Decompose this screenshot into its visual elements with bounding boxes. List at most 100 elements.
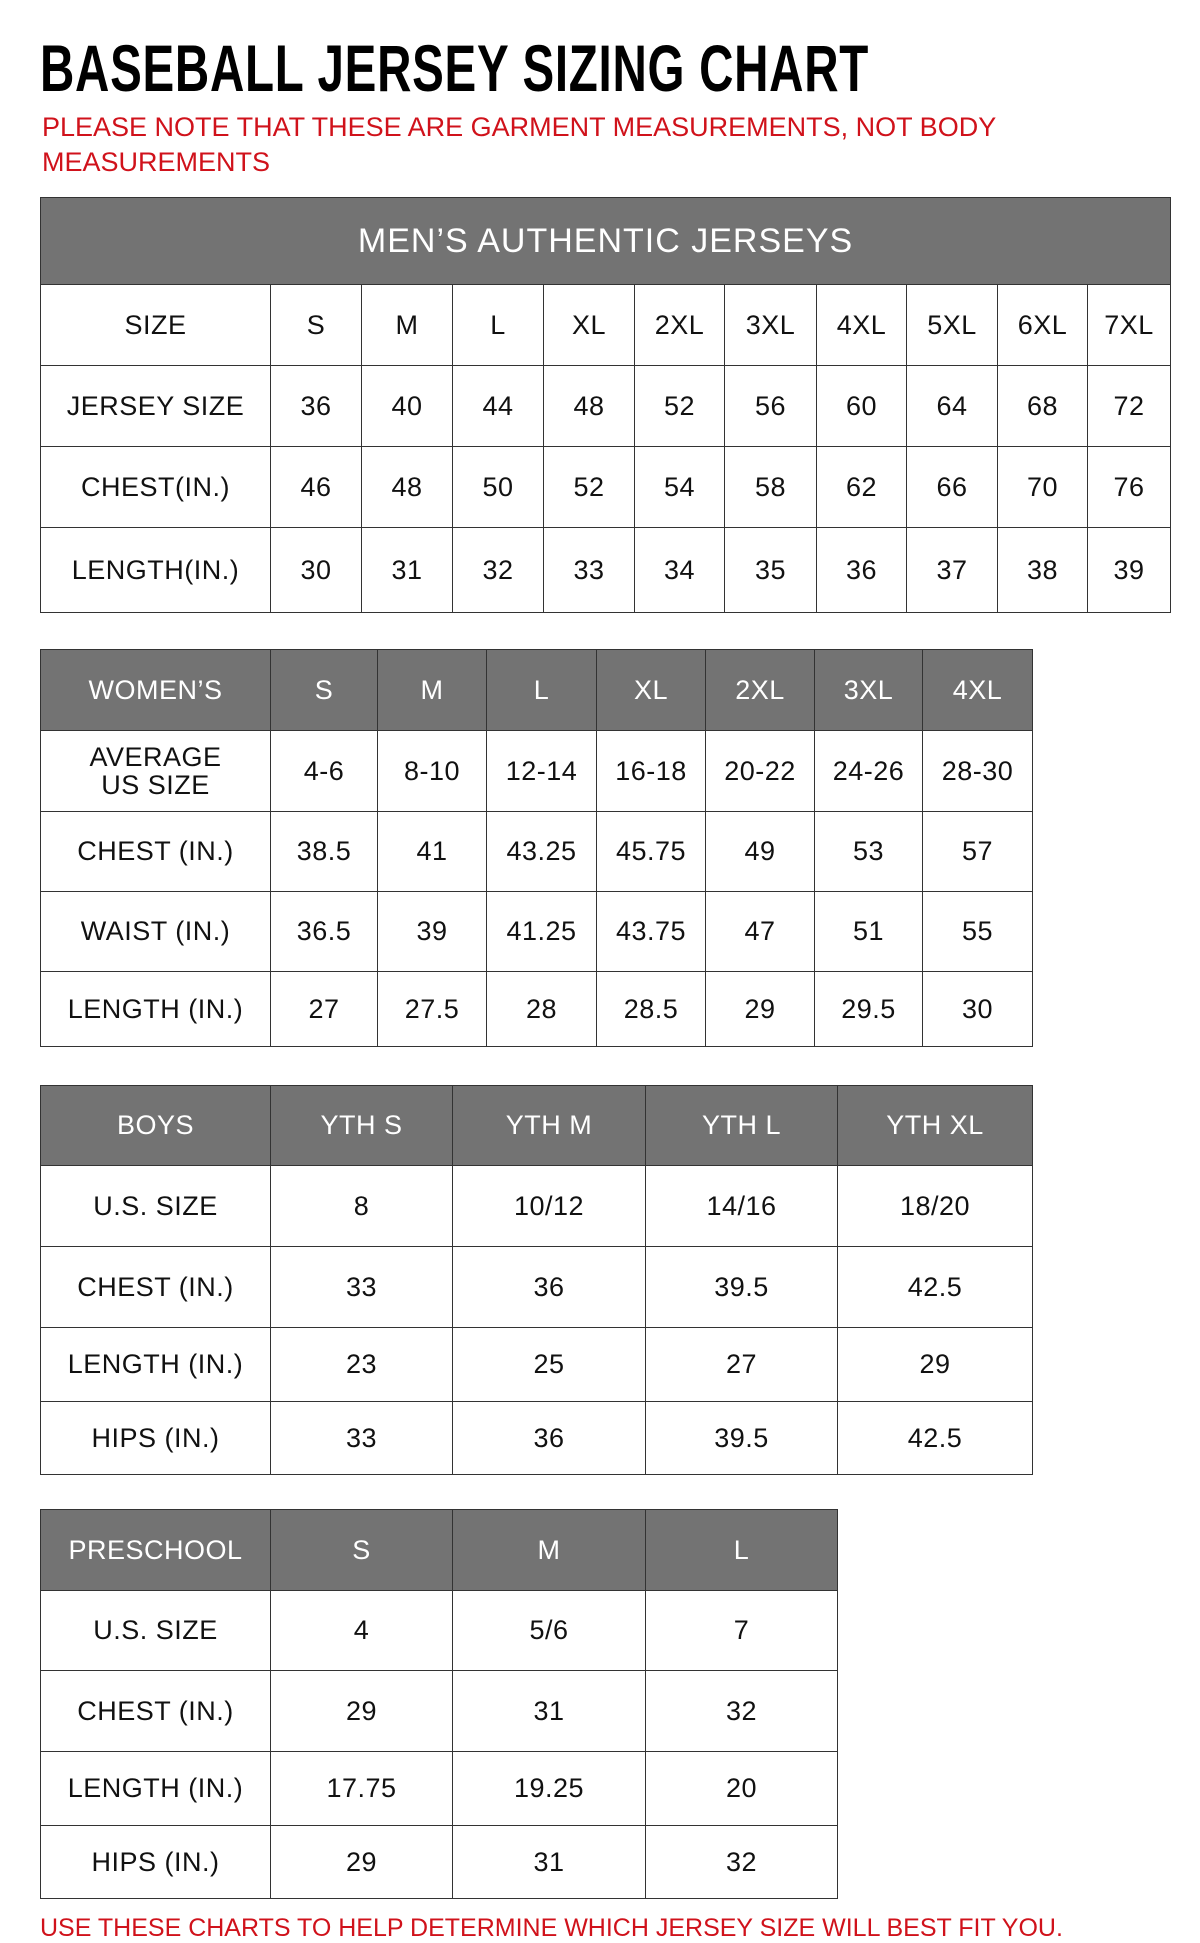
table-row: WAIST (IN.) 36.5 39 41.25 43.75 47 51 55 xyxy=(40,891,1033,972)
measurement-cell: 52 xyxy=(634,365,725,447)
measurement-cell: 33 xyxy=(270,1246,453,1328)
measurement-cell: 39.5 xyxy=(645,1401,838,1475)
measurement-cell: 38 xyxy=(997,527,1088,613)
measurement-cell: 24-26 xyxy=(814,730,923,812)
measurement-cell: 39 xyxy=(377,891,487,972)
measurement-cell: 43.25 xyxy=(486,811,597,892)
measurement-cell: 17.75 xyxy=(270,1751,453,1826)
measurement-cell: 8 xyxy=(270,1165,453,1247)
table-row: U.S. SIZE 4 5/6 7 xyxy=(40,1590,838,1671)
size-column-header: 2XL xyxy=(634,284,725,366)
table-row: CHEST (IN.) 38.5 41 43.25 45.75 49 53 57 xyxy=(40,811,1033,892)
measurement-cell: 12-14 xyxy=(486,730,597,812)
measurement-cell: 62 xyxy=(816,446,907,528)
row-label: CHEST (IN.) xyxy=(40,1670,271,1752)
measurement-cell: 51 xyxy=(814,891,923,972)
row-label: U.S. SIZE xyxy=(40,1590,271,1671)
size-column-header: 4XL xyxy=(816,284,907,366)
size-column-header: YTH XL xyxy=(837,1085,1033,1166)
size-column-header: 3XL xyxy=(724,284,817,366)
measurement-cell: 36 xyxy=(452,1246,646,1328)
row-label-header: SIZE xyxy=(40,284,271,366)
size-column-header: S xyxy=(270,1509,453,1591)
size-column-header: S xyxy=(270,649,378,731)
measurement-cell: 33 xyxy=(270,1401,453,1475)
measurement-cell: 76 xyxy=(1086,446,1172,528)
row-label: WAIST (IN.) xyxy=(40,891,271,972)
measurement-cell: 34 xyxy=(634,527,725,613)
measurement-cell: 43.75 xyxy=(596,891,706,972)
measurement-cell: 33 xyxy=(543,527,635,613)
size-column-header: M xyxy=(452,1509,646,1591)
measurement-cell: 36.5 xyxy=(270,891,378,972)
measurement-cell: 36 xyxy=(816,527,907,613)
measurement-cell: 30 xyxy=(270,527,362,613)
row-label: CHEST(IN.) xyxy=(40,446,271,528)
table-row: HIPS (IN.) 33 36 39.5 42.5 xyxy=(40,1401,1033,1475)
measurement-cell: 47 xyxy=(705,891,815,972)
row-label: LENGTH (IN.) xyxy=(40,971,271,1047)
table-row: LENGTH (IN.) 27 27.5 28 28.5 29 29.5 30 xyxy=(40,971,1033,1047)
table-row: LENGTH (IN.) 23 25 27 29 xyxy=(40,1327,1033,1402)
measurement-cell: 7 xyxy=(645,1590,838,1671)
footer-note: USE THESE CHARTS TO HELP DETERMINE WHICH… xyxy=(40,1914,1063,1942)
table-row: CHEST (IN.) 29 31 32 xyxy=(40,1670,838,1752)
measurement-cell: 31 xyxy=(452,1825,646,1899)
measurement-cell: 27 xyxy=(270,971,378,1047)
size-column-header: YTH L xyxy=(645,1085,838,1166)
row-label: LENGTH (IN.) xyxy=(40,1751,271,1826)
header-row: PRESCHOOL S M L xyxy=(40,1509,838,1591)
row-label-header: BOYS xyxy=(40,1085,271,1166)
measurement-cell: 28.5 xyxy=(596,971,706,1047)
measurement-cell: 28-30 xyxy=(922,730,1033,812)
measurement-cell: 48 xyxy=(361,446,453,528)
header-row: SIZE S M L XL 2XL 3XL 4XL 5XL 6XL 7XL xyxy=(40,284,1172,366)
measurement-cell: 29 xyxy=(270,1670,453,1752)
table-row: HIPS (IN.) 29 31 32 xyxy=(40,1825,838,1899)
measurement-cell: 14/16 xyxy=(645,1165,838,1247)
table-row: U.S. SIZE 8 10/12 14/16 18/20 xyxy=(40,1165,1033,1247)
table-caption: MEN’S AUTHENTIC JERSEYS xyxy=(39,197,1172,285)
measurement-cell: 25 xyxy=(452,1327,646,1402)
table-row: LENGTH(IN.) 30 31 32 33 34 35 36 37 38 39 xyxy=(40,527,1172,613)
measurement-cell: 35 xyxy=(724,527,817,613)
measurement-cell: 45.75 xyxy=(596,811,706,892)
measurement-cell: 68 xyxy=(997,365,1088,447)
measurement-cell: 72 xyxy=(1086,365,1172,447)
row-label: HIPS (IN.) xyxy=(40,1825,271,1899)
size-column-header: YTH S xyxy=(270,1085,453,1166)
measurement-cell: 4 xyxy=(270,1590,453,1671)
measurement-cell: 54 xyxy=(634,446,725,528)
measurement-cell: 44 xyxy=(452,365,544,447)
size-column-header: XL xyxy=(596,649,706,731)
measurement-cell: 10/12 xyxy=(452,1165,646,1247)
measurement-cell: 56 xyxy=(724,365,817,447)
row-label: AVERAGE US SIZE xyxy=(40,730,271,812)
measurement-cell: 18/20 xyxy=(837,1165,1033,1247)
measurement-cell: 32 xyxy=(645,1670,838,1752)
measurement-cell: 29.5 xyxy=(814,971,923,1047)
measurement-cell: 29 xyxy=(705,971,815,1047)
measurement-cell: 39 xyxy=(1086,527,1172,613)
size-column-header: L xyxy=(645,1509,838,1591)
size-column-header: 4XL xyxy=(922,649,1033,731)
size-column-header: 3XL xyxy=(814,649,923,731)
measurement-cell: 46 xyxy=(270,446,362,528)
measurement-cell: 40 xyxy=(361,365,453,447)
row-label: LENGTH (IN.) xyxy=(40,1327,271,1402)
measurement-cell: 28 xyxy=(486,971,597,1047)
measurement-cell: 31 xyxy=(361,527,453,613)
size-column-header: 7XL xyxy=(1086,284,1172,366)
size-column-header: L xyxy=(486,649,597,731)
row-label: CHEST (IN.) xyxy=(40,811,271,892)
garment-note: PLEASE NOTE THAT THESE ARE GARMENT MEASU… xyxy=(42,112,996,177)
size-column-header: YTH M xyxy=(452,1085,646,1166)
measurement-cell: 23 xyxy=(270,1327,453,1402)
measurement-cell: 37 xyxy=(906,527,998,613)
measurement-cell: 4-6 xyxy=(270,730,378,812)
measurement-cell: 49 xyxy=(705,811,815,892)
measurement-cell: 36 xyxy=(270,365,362,447)
measurement-cell: 16-18 xyxy=(596,730,706,812)
row-label-header: PRESCHOOL xyxy=(40,1509,271,1591)
measurement-cell: 30 xyxy=(922,971,1033,1047)
